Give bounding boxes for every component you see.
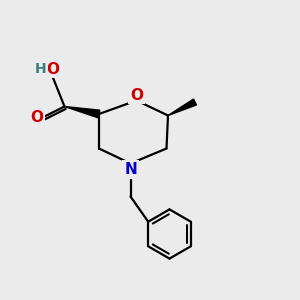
Polygon shape: [64, 106, 100, 118]
Text: O: O: [130, 88, 143, 103]
Text: N: N: [124, 162, 137, 177]
Polygon shape: [168, 99, 197, 116]
Text: O: O: [30, 110, 44, 124]
Text: O: O: [46, 61, 59, 76]
Text: H: H: [35, 62, 46, 76]
